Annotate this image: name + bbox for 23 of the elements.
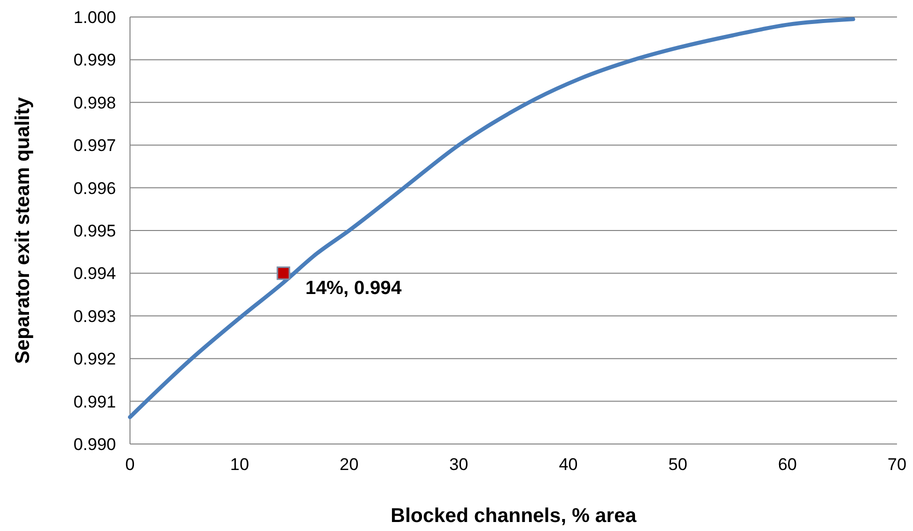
line-series <box>128 17 856 420</box>
y-tick-label: 0.996 <box>73 178 116 198</box>
y-tick-label: 0.995 <box>73 221 116 240</box>
x-tick-label: 70 <box>888 455 906 474</box>
y-tick-label: 0.990 <box>73 434 116 454</box>
y-tick-label: 0.998 <box>73 93 116 112</box>
x-tick-label: 10 <box>230 455 250 474</box>
annotation: 14%, 0.994 <box>305 278 402 300</box>
x-tick-label: 0 <box>125 455 135 474</box>
y-tick-label: 0.991 <box>73 392 116 412</box>
y-tick-label: 0.999 <box>73 50 116 70</box>
y-tick-label: 0.997 <box>73 136 116 156</box>
x-tick-label: 50 <box>668 455 688 474</box>
y-axis-title: Separator exit steam quality <box>12 96 34 364</box>
x-tick-label: 40 <box>558 455 578 474</box>
y-tick-label: 1.000 <box>73 8 116 27</box>
x-tick-label: 20 <box>340 455 359 474</box>
y-tick-label: 0.992 <box>73 350 116 369</box>
y-tick-label: 0.994 <box>73 264 116 284</box>
y-tick-label: 0.993 <box>73 306 116 326</box>
x-tick-label: 60 <box>778 455 797 474</box>
x-tick-label: 30 <box>449 455 468 474</box>
x-axis-title: Blocked channels, % area <box>390 505 638 527</box>
